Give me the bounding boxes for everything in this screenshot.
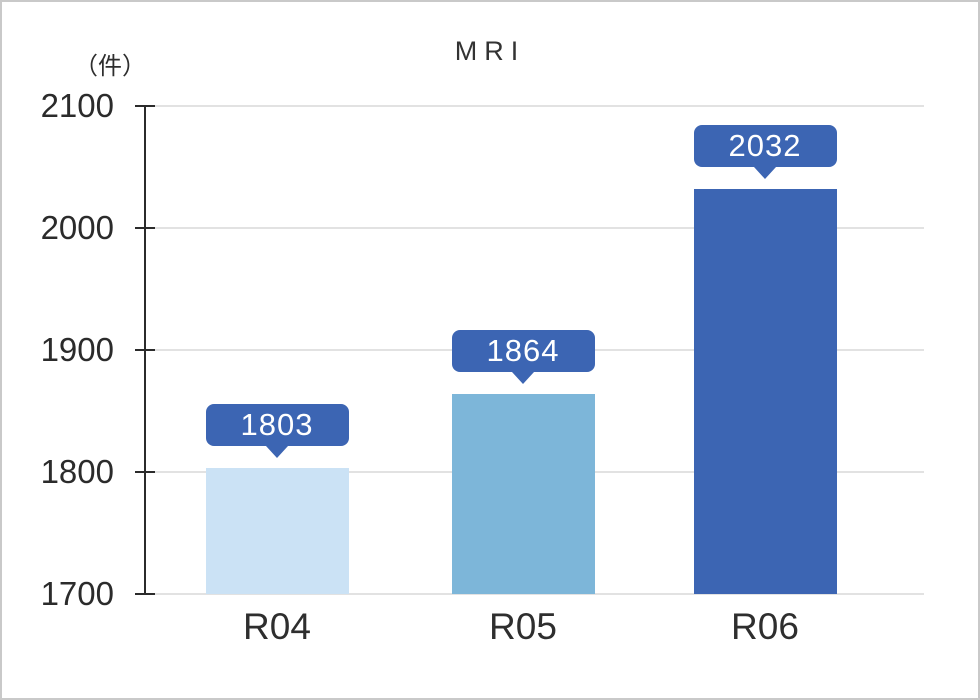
bar-value-callout: 1864 — [451, 329, 595, 372]
y-axis-line — [144, 106, 146, 595]
bar-value-callout: 1803 — [205, 404, 349, 447]
bar-r06 — [693, 188, 837, 594]
x-category-label: R06 — [731, 606, 799, 647]
y-tick-label: 1900 — [40, 331, 114, 368]
callout-pointer-icon — [754, 166, 776, 179]
y-tick-label: 1700 — [40, 575, 114, 612]
x-category-label: R05 — [489, 606, 557, 647]
y-tick-label: 2100 — [40, 87, 114, 124]
bar-r04 — [205, 468, 349, 594]
bar-value-callout: 2032 — [693, 124, 837, 167]
gridline — [145, 105, 924, 107]
gridline — [145, 593, 924, 595]
y-tick-label: 2000 — [40, 209, 114, 246]
bar-r05 — [451, 393, 595, 594]
callout-pointer-icon — [266, 446, 288, 459]
chart-title: MRI — [454, 36, 526, 66]
y-axis-unit-label: （件） — [74, 53, 146, 80]
gridline — [145, 227, 924, 229]
x-category-label: R04 — [243, 606, 311, 647]
callout-pointer-icon — [512, 371, 534, 384]
y-tick-label: 1800 — [40, 453, 114, 490]
